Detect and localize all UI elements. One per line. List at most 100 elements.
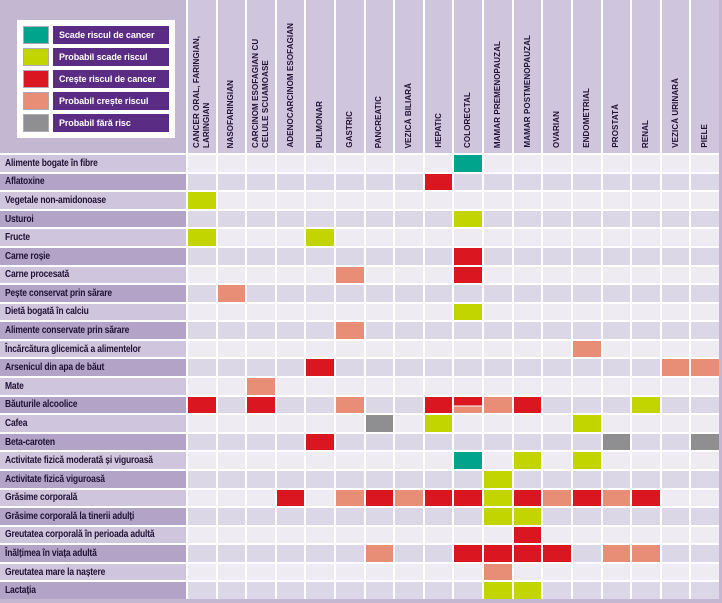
column-header-hepatic: HEPATIC <box>424 0 453 153</box>
matrix-cell-r6-c18 <box>691 247 719 265</box>
matrix-cell-r22-c8 <box>395 545 423 562</box>
row-label-text: Activitate fizică viguroasă <box>5 473 105 485</box>
legend-corner: Scade riscul de cancer Probabil scade ris… <box>0 0 186 153</box>
matrix-cell-r18-c16 <box>632 470 660 488</box>
column-header-adenocarcinom-esofagian: ADENOCARCINOM ESOFAGIAN <box>276 0 305 153</box>
row-label-pe-te-conservat-prin-s-rare: Pește conservat prin sărare <box>0 285 186 302</box>
matrix-cell-r12-c11 <box>484 359 512 376</box>
matrix-cell-r10-c10 <box>454 322 483 339</box>
matrix-cell-r11-c3 <box>247 340 275 358</box>
matrix-cell-r12-c4 <box>276 359 305 376</box>
matrix-cell-r20-c9 <box>424 508 453 525</box>
matrix-cell-r15-c3 <box>247 415 275 432</box>
matrix-cell-r22-c6 <box>336 545 364 562</box>
matrix-cell-r23-c10 <box>454 563 483 581</box>
matrix-cell-r11-c15 <box>602 340 631 358</box>
matrix-cell-r5-c9 <box>424 229 453 246</box>
matrix-cell-r20-c1 <box>188 508 216 525</box>
matrix-cell-r16-c13 <box>543 433 571 451</box>
matrix-cell-r7-c16 <box>632 266 660 284</box>
row-label-cafea: Cafea <box>0 415 186 432</box>
matrix-cell-r14-c15 <box>602 396 631 414</box>
matrix-cell-r18-c4 <box>276 470 305 488</box>
matrix-cell-r11-c16 <box>632 340 660 358</box>
matrix-cell-r23-c14 <box>572 563 601 581</box>
matrix-cell-r15-c14-pd <box>572 415 601 432</box>
matrix-cell-r11-c7 <box>365 340 394 358</box>
matrix-cell-r23-c9 <box>424 563 453 581</box>
matrix-cell-r22-c14 <box>572 545 601 562</box>
matrix-cell-r17-c12-pd <box>513 452 542 469</box>
matrix-cell-r11-c5 <box>306 340 335 358</box>
matrix-cell-r15-c9-pd <box>424 415 453 432</box>
row-label-activitate-fizic-moderat-i-viguroas: Activitate fizică moderată și viguroasă <box>0 452 186 469</box>
row-label-text: Grăsime corporală <box>5 492 78 504</box>
matrix-cell-r21-c5 <box>306 526 335 544</box>
row-label-text: Încărcătura glicemică a alimentelor <box>5 343 141 355</box>
matrix-cell-r14-c17 <box>661 396 690 414</box>
matrix-cell-r1-c2 <box>217 155 246 172</box>
matrix-cell-r8-c5 <box>306 285 335 302</box>
matrix-cell-r8-c7 <box>365 285 394 302</box>
matrix-cell-r13-c16 <box>632 378 660 395</box>
matrix-cell-r12-c10 <box>454 359 483 376</box>
matrix-cell-r14-c6-pi <box>336 396 364 414</box>
matrix-cell-r16-c8 <box>395 433 423 451</box>
matrix-cell-r6-c10-i <box>454 247 483 265</box>
matrix-cell-r14-c8 <box>395 396 423 414</box>
matrix-cell-r8-c2-pi <box>217 285 246 302</box>
matrix-cell-r23-c4 <box>276 563 305 581</box>
matrix-cell-r3-c12 <box>513 192 542 209</box>
matrix-cell-r23-c3 <box>247 563 275 581</box>
matrix-cell-r4-c7 <box>365 210 394 228</box>
matrix-cell-r21-c11 <box>484 526 512 544</box>
matrix-cell-r12-c17-pi <box>661 359 690 376</box>
matrix-cell-r19-c14-i <box>572 489 601 507</box>
matrix-cell-r5-c6 <box>336 229 364 246</box>
matrix-cell-r13-c1 <box>188 378 216 395</box>
matrix-cell-r16-c9 <box>424 433 453 451</box>
matrix-cell-r18-c6 <box>336 470 364 488</box>
matrix-cell-r24-c13 <box>543 582 571 599</box>
matrix-cell-r11-c8 <box>395 340 423 358</box>
matrix-cell-r19-c7-i <box>365 489 394 507</box>
legend-label: Crește riscul de cancer <box>53 70 169 88</box>
matrix-cell-r16-c18-nr <box>691 433 719 451</box>
matrix-cell-r18-c11-pd <box>484 470 512 488</box>
legend-item: Scade riscul de cancer <box>23 26 169 44</box>
matrix-cell-r14-c14 <box>572 396 601 414</box>
matrix-cell-r15-c16 <box>632 415 660 432</box>
matrix-cell-r22-c7-pi <box>365 545 394 562</box>
row-label-aflatoxine: Aflatoxine <box>0 173 186 191</box>
matrix-cell-r23-c8 <box>395 563 423 581</box>
matrix-cell-r1-c6 <box>336 155 364 172</box>
row-label-usturoi: Usturoi <box>0 210 186 228</box>
row-label-greutatea-corporal-n-perioada-adult: Greutatea corporală în perioada adultă <box>0 526 186 544</box>
matrix-cell-r18-c13 <box>543 470 571 488</box>
matrix-cell-r19-c18 <box>691 489 719 507</box>
matrix-cell-r15-c7-nr <box>365 415 394 432</box>
matrix-cell-r7-c9 <box>424 266 453 284</box>
matrix-cell-r20-c2 <box>217 508 246 525</box>
matrix-cell-r21-c3 <box>247 526 275 544</box>
matrix-cell-r3-c18 <box>691 192 719 209</box>
matrix-cell-r10-c1 <box>188 322 216 339</box>
matrix-cell-r10-c6-pi <box>336 322 364 339</box>
matrix-cell-r22-c10-i <box>454 545 483 562</box>
matrix-cell-r22-c18 <box>691 545 719 562</box>
matrix-cell-r8-c3 <box>247 285 275 302</box>
matrix-cell-r19-c8-pi <box>395 489 423 507</box>
matrix-cell-r15-c10 <box>454 415 483 432</box>
matrix-cell-r6-c6 <box>336 247 364 265</box>
matrix-cell-r7-c1 <box>188 266 216 284</box>
matrix-cell-r10-c8 <box>395 322 423 339</box>
matrix-cell-r10-c9 <box>424 322 453 339</box>
matrix-cell-r12-c9 <box>424 359 453 376</box>
matrix-cell-r22-c5 <box>306 545 335 562</box>
matrix-cell-r5-c1-pd <box>188 229 216 246</box>
matrix-cell-r13-c2 <box>217 378 246 395</box>
matrix-cell-r3-c9 <box>424 192 453 209</box>
matrix-cell-r3-c11 <box>484 192 512 209</box>
